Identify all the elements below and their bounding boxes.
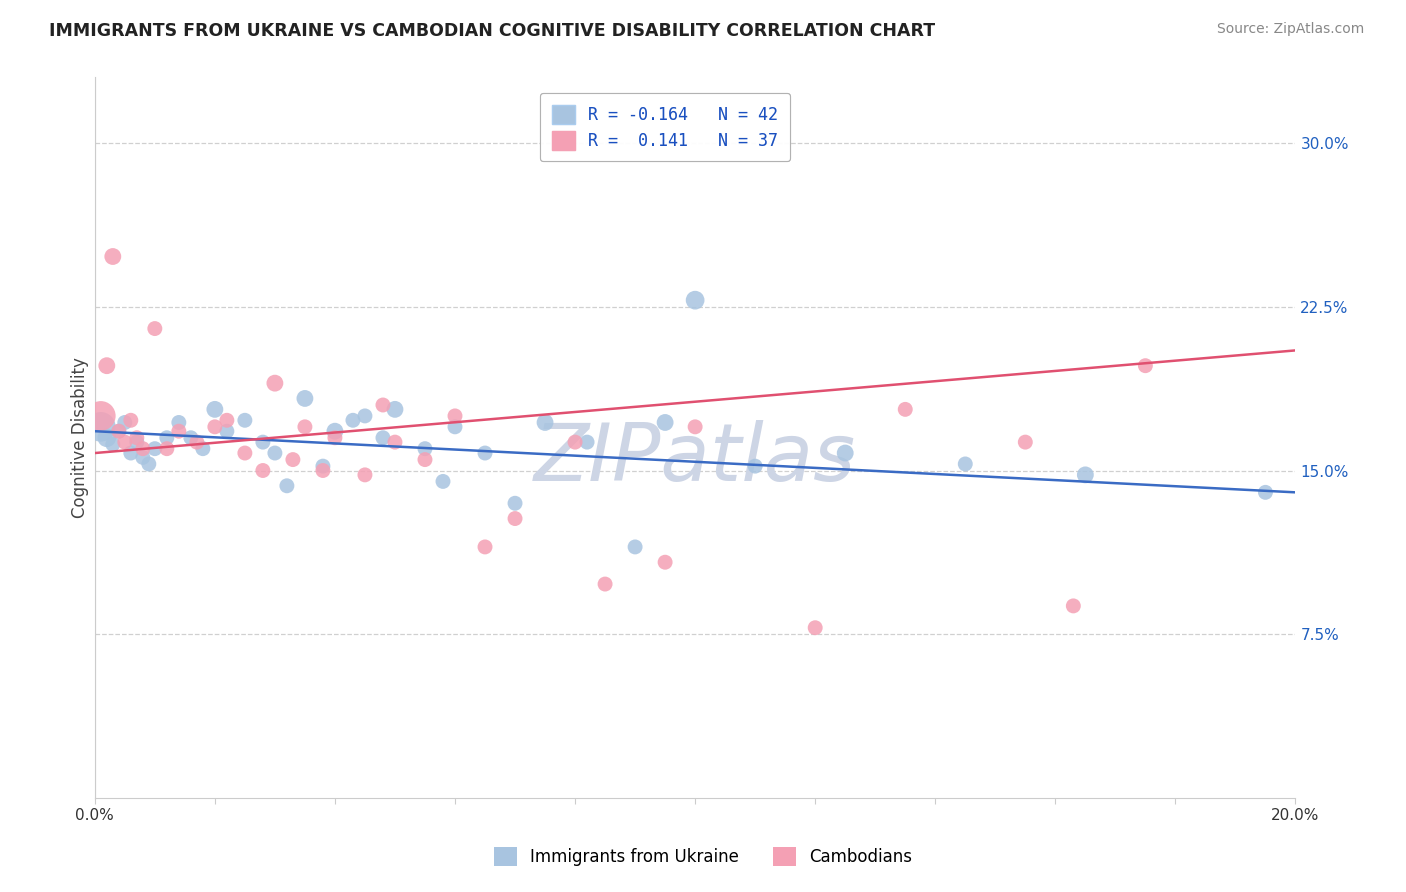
Point xyxy=(125,435,148,450)
Point xyxy=(215,413,238,427)
Point xyxy=(264,376,287,391)
Point xyxy=(114,435,136,450)
Point xyxy=(294,420,316,434)
Point xyxy=(444,409,467,423)
Point xyxy=(474,540,496,554)
Point xyxy=(132,442,155,456)
Point xyxy=(96,431,118,445)
Point xyxy=(1254,485,1277,500)
Point xyxy=(955,457,977,471)
Point xyxy=(312,463,335,477)
Point xyxy=(624,540,647,554)
Point xyxy=(204,402,226,417)
Point xyxy=(108,424,131,438)
Point xyxy=(654,416,676,430)
Point xyxy=(294,392,316,406)
Point xyxy=(276,479,298,493)
Point xyxy=(1135,359,1157,373)
Point xyxy=(252,463,274,477)
Point xyxy=(156,431,179,445)
Point xyxy=(90,409,112,423)
Point xyxy=(281,452,304,467)
Point xyxy=(384,402,406,417)
Point xyxy=(233,413,256,427)
Legend: Immigrants from Ukraine, Cambodians: Immigrants from Ukraine, Cambodians xyxy=(485,838,921,875)
Point xyxy=(354,409,377,423)
Point xyxy=(233,446,256,460)
Point xyxy=(114,416,136,430)
Point xyxy=(534,416,557,430)
Text: IMMIGRANTS FROM UKRAINE VS CAMBODIAN COGNITIVE DISABILITY CORRELATION CHART: IMMIGRANTS FROM UKRAINE VS CAMBODIAN COG… xyxy=(49,22,935,40)
Point xyxy=(503,511,526,525)
Point xyxy=(90,420,112,434)
Point xyxy=(167,416,190,430)
Point xyxy=(108,424,131,438)
Point xyxy=(1014,435,1036,450)
Point xyxy=(186,435,208,450)
Point xyxy=(156,442,179,456)
Point xyxy=(413,452,436,467)
Point xyxy=(564,435,586,450)
Point xyxy=(120,413,142,427)
Text: ZIPatlas: ZIPatlas xyxy=(534,420,856,499)
Point xyxy=(593,577,616,591)
Point xyxy=(312,459,335,474)
Point xyxy=(191,442,214,456)
Point xyxy=(101,437,124,451)
Point xyxy=(215,424,238,438)
Point xyxy=(683,293,706,308)
Point xyxy=(894,402,917,417)
Point xyxy=(120,446,142,460)
Point xyxy=(683,420,706,434)
Point xyxy=(384,435,406,450)
Point xyxy=(444,420,467,434)
Point xyxy=(576,435,599,450)
Point xyxy=(180,431,202,445)
Point xyxy=(138,457,160,471)
Point xyxy=(432,475,454,489)
Point xyxy=(167,424,190,438)
Point xyxy=(1062,599,1084,613)
Point xyxy=(804,621,827,635)
Legend: R = -0.164   N = 42, R =  0.141   N = 37: R = -0.164 N = 42, R = 0.141 N = 37 xyxy=(540,93,790,161)
Point xyxy=(264,446,287,460)
Point xyxy=(371,431,394,445)
Point xyxy=(413,442,436,456)
Point xyxy=(503,496,526,510)
Text: Source: ZipAtlas.com: Source: ZipAtlas.com xyxy=(1216,22,1364,37)
Point xyxy=(834,446,856,460)
Point xyxy=(101,250,124,264)
Point xyxy=(744,459,766,474)
Point xyxy=(474,446,496,460)
Point xyxy=(323,431,346,445)
Point xyxy=(96,359,118,373)
Point xyxy=(354,467,377,482)
Point xyxy=(143,442,166,456)
Point xyxy=(323,424,346,438)
Point xyxy=(342,413,364,427)
Point xyxy=(654,555,676,569)
Point xyxy=(204,420,226,434)
Point xyxy=(132,450,155,465)
Point xyxy=(125,431,148,445)
Point xyxy=(252,435,274,450)
Y-axis label: Cognitive Disability: Cognitive Disability xyxy=(72,358,89,518)
Point xyxy=(371,398,394,412)
Point xyxy=(143,321,166,335)
Point xyxy=(1074,467,1097,482)
